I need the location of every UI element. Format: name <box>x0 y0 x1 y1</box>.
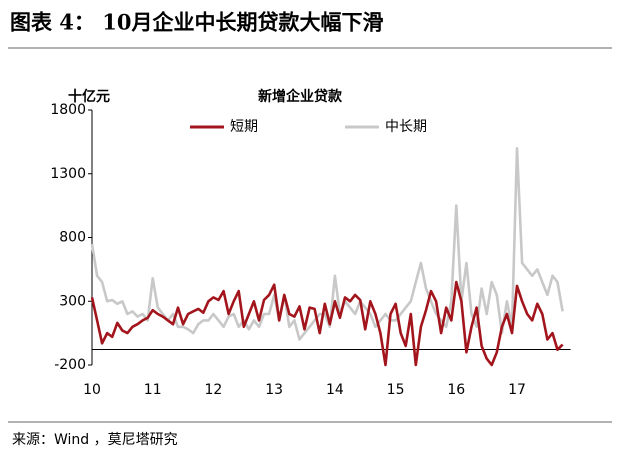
series-line <box>90 280 564 367</box>
figure-title: 图表 4： 10月企业中长期贷款大幅下滑 <box>10 10 383 35</box>
y-tick-label: -200 <box>54 357 86 373</box>
y-tick-label: 800 <box>59 230 86 246</box>
x-tick-label: 11 <box>144 382 162 398</box>
chart-title: 新增企业贷款 <box>258 88 343 105</box>
y-tick-label: 300 <box>59 293 86 309</box>
source: 来源：Wind ，莫尼塔研究 <box>12 432 178 448</box>
legend-label: 短期 <box>230 119 258 135</box>
y-tick-label: 1800 <box>50 102 86 118</box>
legend-label: 中长期 <box>385 119 427 135</box>
series-line <box>90 147 564 341</box>
x-tick-label: 15 <box>387 382 405 398</box>
x-tick-label: 14 <box>326 382 344 398</box>
x-tick-label: 13 <box>265 382 283 398</box>
y-tick-label: 1300 <box>50 166 86 182</box>
x-tick-label: 10 <box>83 382 101 398</box>
x-tick-label: 16 <box>447 382 465 398</box>
y-axis-label: 十亿元 <box>68 88 110 105</box>
x-tick-label: 12 <box>205 382 223 398</box>
x-tick-label: 17 <box>508 382 526 398</box>
